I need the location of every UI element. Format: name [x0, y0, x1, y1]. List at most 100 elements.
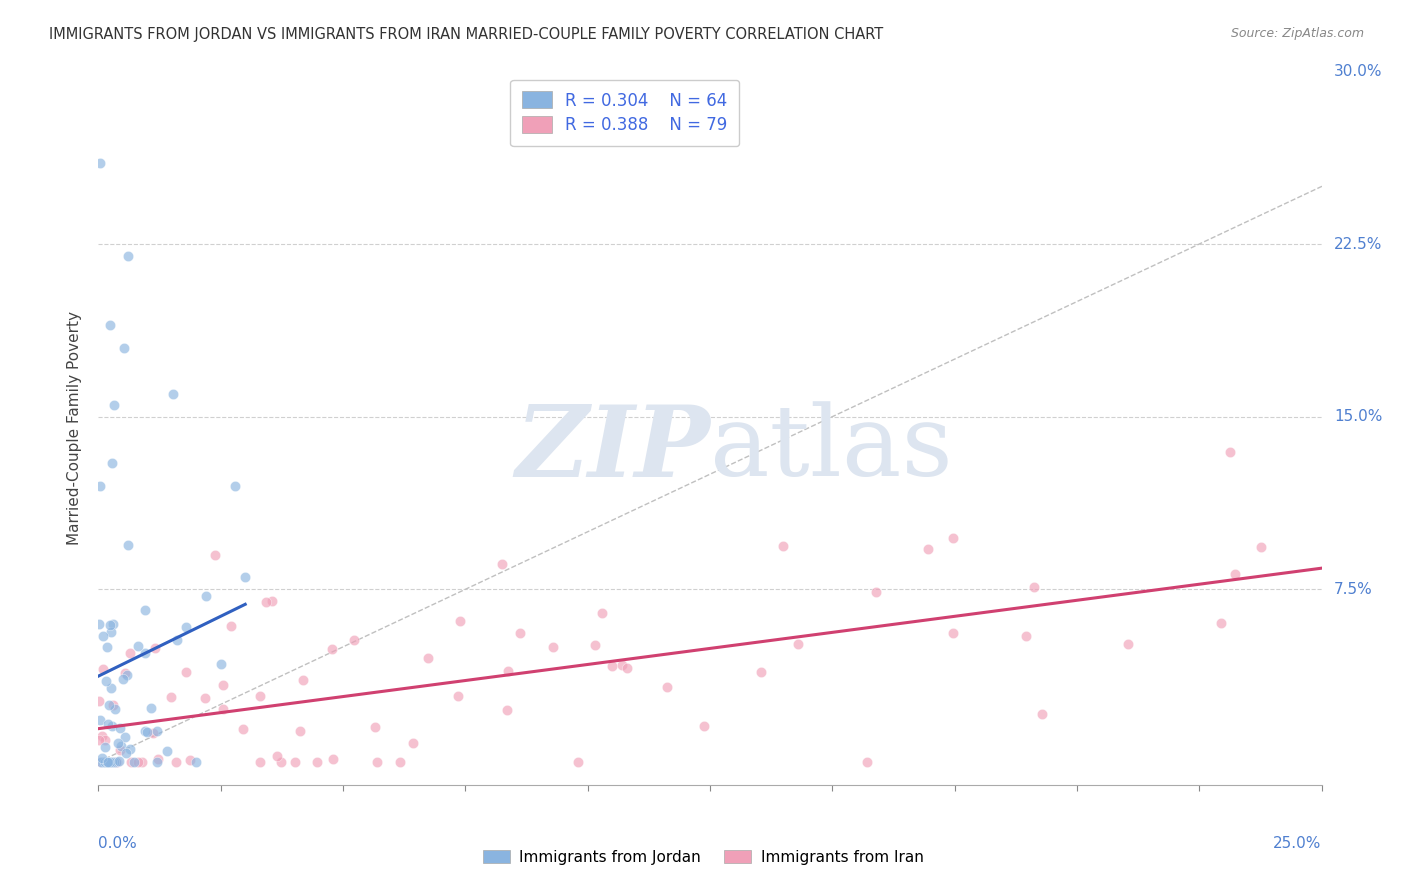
Point [114, 746, 136, 760]
Point [93, 739, 115, 754]
Point [1211, 616, 1233, 631]
Point [600, 659, 623, 673]
Point [96, 755, 118, 769]
Point [145, 640, 167, 655]
Point [96, 755, 118, 769]
Point [1031, 706, 1053, 721]
Point [1015, 629, 1038, 643]
Point [115, 668, 138, 682]
Point [292, 673, 315, 688]
Point [105, 755, 128, 769]
Point [148, 752, 170, 766]
Point [91, 755, 114, 769]
Point [787, 637, 810, 651]
Point [97, 755, 120, 769]
Point [90, 755, 112, 769]
Point [146, 755, 169, 769]
Point [108, 721, 131, 735]
Point [91, 729, 114, 743]
Point [254, 595, 277, 609]
Point [166, 755, 188, 769]
Point [232, 722, 254, 736]
Point [942, 531, 965, 545]
Point [343, 632, 366, 647]
Point [176, 620, 198, 634]
Point [284, 755, 307, 769]
Point [211, 678, 233, 692]
Point [110, 739, 132, 754]
Point [249, 689, 271, 703]
Point [942, 625, 965, 640]
Point [366, 755, 388, 769]
Point [136, 725, 159, 739]
Point [112, 341, 135, 355]
Point [114, 730, 136, 744]
Point [270, 755, 292, 769]
Point [89, 479, 111, 493]
Point [364, 721, 387, 735]
Point [288, 724, 311, 739]
Point [100, 755, 122, 769]
Point [224, 479, 246, 493]
Point [90, 755, 112, 769]
Point [1223, 567, 1246, 582]
Point [114, 665, 136, 680]
Point [249, 755, 271, 769]
Point [389, 755, 412, 769]
Point [108, 755, 131, 769]
Point [583, 638, 606, 652]
Point [104, 702, 127, 716]
Legend: R = 0.304    N = 64, R = 0.388    N = 79: R = 0.304 N = 64, R = 0.388 N = 79 [510, 79, 740, 146]
Text: ZIP: ZIP [515, 401, 710, 498]
Text: 15.0%: 15.0% [1334, 409, 1382, 425]
Text: atlas: atlas [710, 401, 953, 498]
Point [266, 749, 288, 764]
Point [305, 755, 328, 769]
Point [749, 665, 772, 679]
Point [89, 713, 111, 727]
Point [91, 628, 114, 642]
Point [118, 646, 141, 660]
Point [91, 751, 114, 765]
Point [418, 651, 440, 665]
Point [94, 755, 117, 769]
Point [134, 646, 156, 660]
Point [491, 557, 513, 571]
Point [321, 641, 343, 656]
Text: 0.0%: 0.0% [98, 836, 138, 851]
Point [105, 755, 128, 769]
Point [917, 541, 939, 556]
Point [219, 619, 242, 633]
Point [103, 755, 125, 769]
Point [160, 690, 183, 705]
Point [127, 755, 149, 769]
Point [322, 752, 344, 766]
Point [204, 548, 226, 562]
Point [134, 603, 156, 617]
Text: Source: ZipAtlas.com: Source: ZipAtlas.com [1230, 27, 1364, 40]
Point [447, 689, 470, 703]
Point [98, 318, 121, 332]
Point [855, 755, 877, 769]
Point [117, 538, 139, 552]
Point [91, 662, 114, 676]
Point [96, 717, 118, 731]
Point [865, 584, 887, 599]
Point [146, 723, 169, 738]
Point [496, 664, 519, 678]
Point [89, 156, 111, 170]
Point [693, 719, 716, 733]
Point [101, 456, 124, 470]
Point [87, 617, 110, 632]
Point [98, 755, 121, 769]
Point [105, 755, 128, 769]
Point [162, 386, 184, 401]
Point [96, 640, 118, 654]
Point [1024, 580, 1046, 594]
Point [98, 755, 121, 769]
Point [94, 733, 117, 747]
Point [186, 755, 208, 769]
Point [97, 755, 120, 769]
Point [127, 639, 149, 653]
Point [174, 665, 197, 679]
